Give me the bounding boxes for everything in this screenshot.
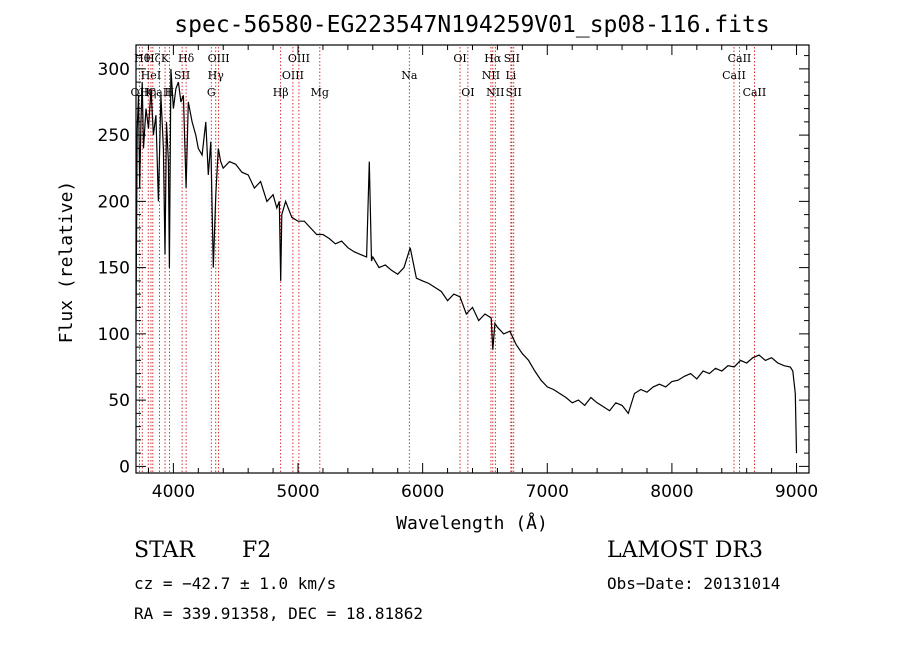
axis-ticks: 4000 5000 6000 7000 8000 9000 0 50 100 150 200 250 3… <box>98 45 818 502</box>
marker-label-18: OI <box>453 52 466 65</box>
marker-label-17: Na <box>401 69 418 82</box>
redshift-velocity: cz = −42.7 ± 1.0 km/s <box>134 574 337 593</box>
chart-title: spec-56580-EG223547N194259V01_sp08-116.f… <box>174 12 769 38</box>
marker-label-2: Hη <box>140 86 156 99</box>
y-tick-label-5: 250 <box>98 126 130 146</box>
marker-label-23: Li <box>505 69 516 82</box>
marker-label-12: OIII <box>208 52 230 65</box>
marker-label-0: OII <box>131 86 149 99</box>
marker-label-27: CaII <box>728 52 752 65</box>
line-markers: OIIHθHηHeIHζCaIIKHSIIHδGHγOIIIHβOIIIOIII… <box>131 47 767 473</box>
spectrum-line <box>135 68 798 454</box>
marker-label-3: HeI <box>141 69 161 82</box>
marker-label-6: K <box>161 52 170 65</box>
y-tick-label-3: 150 <box>98 259 130 279</box>
marker-label-4: Hζ <box>145 52 161 65</box>
marker-label-26: CaII <box>722 69 746 82</box>
object-class: STAR <box>134 538 195 563</box>
marker-label-22: NII <box>486 86 504 99</box>
x-axis-label: Wavelength (Å) <box>396 512 548 534</box>
marker-label-21: Hα <box>484 52 502 65</box>
marker-label-19: OI <box>461 86 474 99</box>
x-tick-label-4: 8000 <box>650 482 693 502</box>
marker-label-5: CaII <box>148 86 172 99</box>
plot-frame <box>135 44 810 474</box>
marker-label-20: NII <box>482 69 500 82</box>
ra-dec-coordinates: RA = 339.91358, DEC = 18.81862 <box>134 604 423 623</box>
marker-label-15: OIII <box>288 52 310 65</box>
marker-label-11: Hγ <box>208 69 225 82</box>
y-tick-label-2: 100 <box>98 325 130 345</box>
y-tick-label-1: 50 <box>108 391 130 411</box>
x-tick-label-2: 6000 <box>401 482 444 502</box>
spectrum-chart: spec-56580-EG223547N194259V01_sp08-116.f… <box>56 12 818 534</box>
y-tick-label-6: 300 <box>98 60 130 80</box>
y-axis-label: Flux (relative) <box>56 181 77 344</box>
marker-label-13: Hβ <box>273 86 289 99</box>
marker-label-14: OIII <box>282 69 304 82</box>
x-tick-label-3: 7000 <box>526 482 569 502</box>
x-tick-label-1: 5000 <box>276 482 319 502</box>
marker-label-16: Mg <box>311 86 329 99</box>
object-subclass: F2 <box>242 538 272 563</box>
marker-label-8: SII <box>174 69 190 82</box>
marker-label-25: SII <box>506 86 522 99</box>
marker-label-7: H <box>165 86 175 99</box>
y-tick-label-4: 200 <box>98 192 130 212</box>
survey-name: LAMOST DR3 <box>607 538 763 563</box>
marker-label-10: G <box>207 86 216 99</box>
marker-label-24: SII <box>504 52 520 65</box>
y-tick-label-0: 0 <box>119 457 130 477</box>
observation-date: Obs−Date: 20131014 <box>607 574 781 593</box>
marker-label-28: CaII <box>743 86 767 99</box>
x-tick-label-5: 9000 <box>775 482 818 502</box>
marker-label-9: Hδ <box>178 52 195 65</box>
x-tick-label-0: 4000 <box>152 482 195 502</box>
